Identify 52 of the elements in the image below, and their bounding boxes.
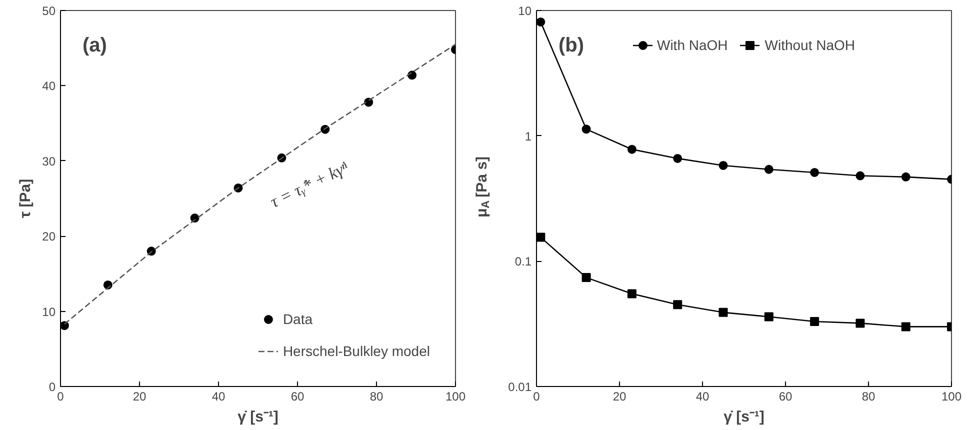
text: (b): [558, 34, 584, 56]
x-tick-label: 80: [370, 390, 384, 404]
point: [718, 308, 728, 317]
y-tick-label: 10: [518, 4, 532, 18]
x-tick-label: 0: [533, 390, 540, 404]
point: [810, 317, 820, 326]
point: [764, 312, 774, 322]
x-tick-label: 40: [696, 390, 710, 404]
y-tick-label: 50: [42, 4, 56, 18]
x-tick-label: 20: [612, 390, 626, 404]
legend-label: Data: [282, 311, 313, 327]
point: [627, 144, 636, 154]
y-tick-label: 10: [42, 304, 56, 319]
x-tick-label: 40: [212, 390, 226, 404]
point: [627, 289, 636, 298]
x-tick-label: 60: [778, 390, 792, 404]
y-axis-title: τ [Pa]: [17, 178, 34, 218]
x-tick-label: 0: [57, 390, 64, 404]
y-tick-label: 0: [48, 380, 56, 394]
x-tick-label: 80: [862, 390, 876, 404]
legend-label: With NaOH: [656, 37, 728, 53]
y-axis-title: μA [Pa s]: [474, 156, 492, 218]
point: [901, 322, 910, 332]
point: [810, 168, 820, 177]
y-tick-label: 20: [42, 230, 56, 244]
y-tick-label: 1: [524, 129, 532, 144]
point: [856, 318, 865, 328]
point: [60, 321, 69, 330]
y-tick-label: 40: [42, 79, 56, 94]
annotation: τ = τᵧ̇* + kγ̇ⁿ: [267, 158, 352, 212]
x-tick-label: 20: [132, 390, 146, 404]
point: [536, 232, 546, 242]
point: [856, 171, 865, 180]
x-tick-label: 60: [290, 390, 304, 404]
x-axis-title: γ̇ [s⁻¹]: [724, 408, 764, 426]
legend-label: Herschel-Bulkley model: [282, 343, 430, 359]
point: [582, 273, 591, 282]
y-tick-label: 0.01: [508, 380, 532, 394]
point: [673, 300, 682, 310]
legend-label: Without NaOH: [764, 37, 856, 53]
point: [764, 164, 774, 174]
y-tick-label: 0.1: [514, 254, 532, 269]
point: [582, 124, 591, 134]
point: [536, 17, 546, 26]
text: (a): [82, 34, 107, 56]
point: [718, 160, 728, 170]
x-axis-title: γ̇ [s⁻¹]: [238, 408, 278, 426]
y-tick-label: 30: [42, 154, 56, 168]
point: [673, 154, 682, 163]
x-tick-label: 100: [941, 390, 962, 404]
point: [901, 172, 910, 182]
x-tick-label: 100: [445, 390, 466, 404]
